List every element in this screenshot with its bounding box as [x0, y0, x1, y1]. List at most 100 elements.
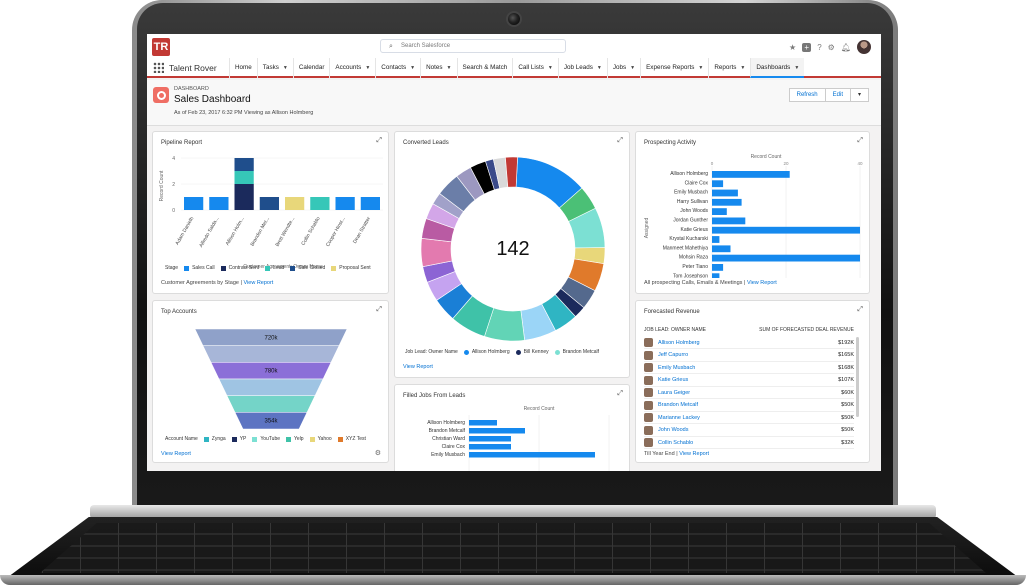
settings-icon[interactable]: ⚙: [374, 450, 381, 457]
global-search-input[interactable]: ⌕ Search Salesforce: [380, 39, 566, 53]
tab-contacts[interactable]: Contacts ▼: [375, 58, 420, 78]
expand-icon[interactable]: ⤢: [617, 390, 623, 397]
bar-lead[interactable]: [234, 171, 254, 184]
tab-jobs[interactable]: Jobs ▼: [606, 58, 640, 78]
owner-name-link[interactable]: John Woods: [658, 427, 689, 433]
owner-name-link[interactable]: Allison Holmberg: [658, 339, 700, 346]
bar-proposal-sent[interactable]: [285, 197, 305, 210]
y-axis-label: Assigned: [644, 218, 650, 239]
revenue-value: $32K: [841, 439, 854, 446]
revenue-value: $168K: [838, 364, 854, 371]
bar[interactable]: [712, 264, 724, 271]
expand-icon[interactable]: ⤢: [376, 306, 382, 313]
bar-sale-closed[interactable]: [259, 197, 279, 210]
owner-name-link[interactable]: Laura Geiger: [658, 389, 691, 396]
bar[interactable]: [712, 254, 860, 262]
owner-name-link[interactable]: Katie Grieus: [658, 377, 689, 383]
legend-label: Lead: [273, 265, 285, 271]
tab-calendar[interactable]: Calendar: [292, 58, 330, 78]
chevron-down-icon[interactable]: ▼: [365, 65, 371, 71]
tab-expense-reports[interactable]: Expense Reports ▼: [640, 58, 708, 78]
bar-contract-sent[interactable]: [234, 184, 254, 210]
chevron-down-icon[interactable]: ▼: [740, 65, 746, 71]
chevron-down-icon[interactable]: ▼: [410, 65, 416, 71]
forecast-scrollbar[interactable]: [856, 337, 859, 417]
expand-icon[interactable]: ⤢: [617, 137, 623, 144]
star-icon[interactable]: ★: [789, 42, 797, 52]
owner-name-link[interactable]: Jeff Capurro: [658, 352, 689, 358]
filled-jobs-chart: Record Count Allison Holmberg Brandon Metc…: [427, 406, 610, 471]
y-tick-label: Christian Ward: [432, 436, 465, 442]
refresh-button[interactable]: Refresh: [788, 88, 826, 102]
expand-icon[interactable]: ⤢: [376, 137, 382, 144]
funnel-segment[interactable]: [218, 378, 324, 396]
bar[interactable]: [712, 245, 731, 253]
tab-reports[interactable]: Reports ▼: [708, 58, 750, 78]
x-axis-label: Record Count: [524, 406, 555, 412]
funnel-segment[interactable]: [202, 345, 340, 363]
card-title: Prospecting Activity: [644, 140, 697, 146]
donut-slice[interactable]: [505, 156, 518, 188]
funnel-segment[interactable]: [234, 412, 308, 430]
view-report-link[interactable]: View Report: [403, 364, 433, 370]
bar-sale-closed[interactable]: [234, 158, 254, 171]
gear-icon[interactable]: ⚙: [827, 42, 835, 52]
view-report-link[interactable]: View Report: [746, 280, 777, 286]
tab-home[interactable]: Home: [229, 58, 257, 78]
owner-name-link[interactable]: Collin Schablo: [658, 439, 694, 446]
tab-tasks[interactable]: Tasks ▼: [256, 58, 293, 78]
bar[interactable]: [712, 273, 720, 278]
chevron-down-icon[interactable]: ▼: [630, 65, 636, 71]
bar[interactable]: [712, 226, 860, 234]
tab-accounts[interactable]: Accounts ▼: [329, 58, 375, 78]
edit-button[interactable]: Edit: [825, 88, 851, 102]
tab-dashboards[interactable]: Dashboards ▼: [750, 58, 805, 78]
chevron-down-icon[interactable]: ▼: [547, 65, 553, 71]
chevron-down-icon[interactable]: ▼: [596, 65, 602, 71]
tab-call-lists[interactable]: Call Lists ▼: [512, 58, 558, 78]
bar[interactable]: [712, 171, 790, 178]
header-buttons: Refresh Edit ▾: [788, 88, 869, 102]
more-actions-button[interactable]: ▾: [850, 88, 869, 102]
tab-search-match[interactable]: Search & Match: [456, 58, 513, 78]
chevron-down-icon[interactable]: ▼: [794, 65, 800, 71]
bar-lead[interactable]: [310, 197, 330, 210]
bell-icon[interactable]: 🔔︎: [840, 42, 851, 52]
chevron-down-icon[interactable]: ▼: [446, 65, 452, 71]
bar-sales-call[interactable]: [184, 197, 204, 210]
bar[interactable]: [469, 436, 511, 442]
tab-job-leads[interactable]: Job Leads ▼: [557, 58, 607, 78]
view-report-link[interactable]: View Report: [161, 451, 191, 457]
bar-sales-call[interactable]: [209, 197, 229, 210]
expand-icon[interactable]: ⤢: [857, 137, 863, 144]
view-report-link[interactable]: View Report: [243, 280, 274, 286]
bar-sales-call[interactable]: [360, 197, 380, 210]
bar[interactable]: [712, 180, 724, 188]
chevron-down-icon[interactable]: ▼: [698, 65, 704, 71]
help-icon[interactable]: ?: [817, 42, 822, 52]
forecasted-revenue-card: Forecasted Revenue ⤢ JOB LEAD: OWNER NAM…: [635, 300, 870, 463]
bar[interactable]: [712, 236, 720, 243]
app-launcher-icon[interactable]: [153, 62, 164, 73]
tab-notes[interactable]: Notes ▼: [420, 58, 456, 78]
avatar[interactable]: [857, 40, 871, 54]
bar[interactable]: [469, 420, 497, 426]
bar[interactable]: [712, 217, 746, 225]
legend-label: Allison Holmberg: [471, 349, 510, 355]
expand-icon[interactable]: ⤢: [857, 306, 863, 313]
bar[interactable]: [469, 452, 595, 458]
bar-sales-call[interactable]: [335, 197, 355, 210]
plus-icon[interactable]: +: [802, 42, 812, 52]
chevron-down-icon[interactable]: ▼: [282, 65, 288, 71]
owner-name-link[interactable]: Emily Musbach: [658, 364, 696, 371]
owner-name-link[interactable]: Marianne Lackey: [658, 414, 700, 421]
bar[interactable]: [712, 208, 727, 215]
funnel-segment[interactable]: [226, 395, 316, 413]
bar[interactable]: [469, 444, 511, 450]
bar[interactable]: [469, 428, 525, 434]
owner-name-link[interactable]: Brandon Metcalf: [658, 402, 699, 408]
bar[interactable]: [712, 198, 742, 206]
app-logo[interactable]: TR: [152, 38, 170, 56]
bar[interactable]: [712, 189, 738, 197]
view-report-link[interactable]: View Report: [679, 451, 710, 457]
